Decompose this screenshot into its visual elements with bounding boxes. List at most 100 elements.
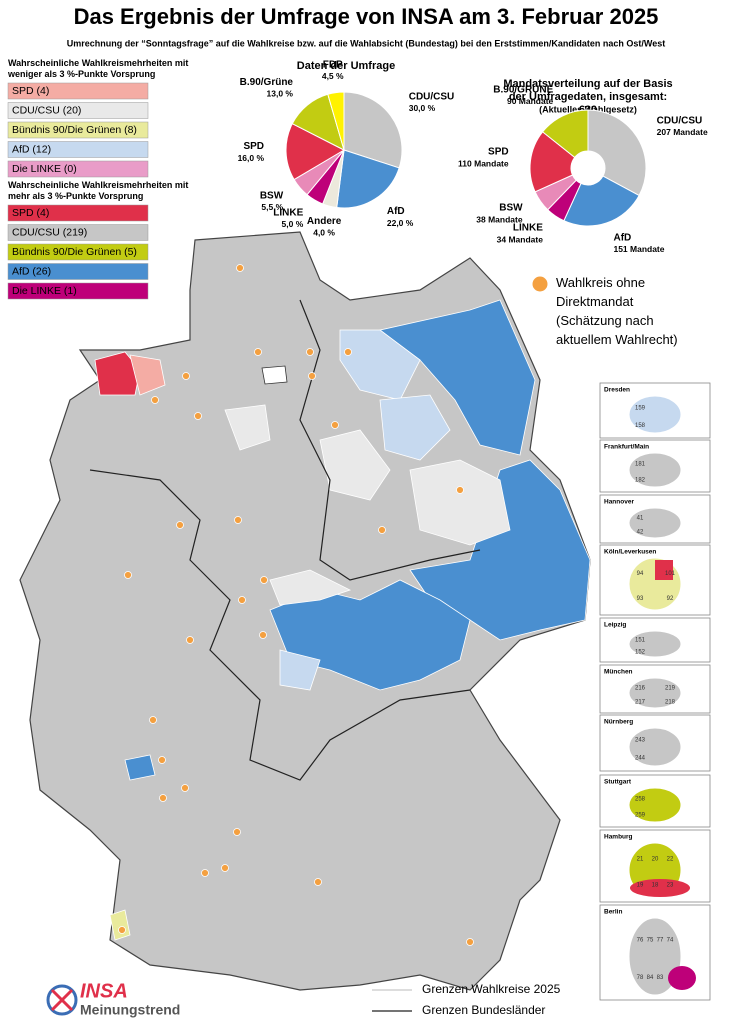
inset-label: 93 bbox=[637, 596, 644, 602]
inset-label: 92 bbox=[667, 596, 674, 602]
inset-label: 152 bbox=[635, 650, 646, 656]
slice-value: 38 Mandate bbox=[476, 214, 523, 224]
inset-title: Hamburg bbox=[604, 834, 633, 841]
cdu-weak-4 bbox=[224, 404, 271, 451]
slice-name: CDU/CSU bbox=[409, 92, 455, 103]
inset-label: 151 bbox=[635, 638, 646, 644]
marker bbox=[456, 486, 464, 494]
inset-label: 76 bbox=[637, 937, 644, 943]
afd-weak-2 bbox=[379, 394, 451, 461]
afd-south bbox=[124, 754, 156, 781]
marker bbox=[158, 756, 166, 764]
marker bbox=[308, 372, 316, 380]
inset-title: Dresden bbox=[604, 387, 630, 394]
inset-shape bbox=[628, 917, 682, 996]
inset-label: 42 bbox=[637, 530, 644, 536]
green-weak bbox=[109, 909, 131, 941]
inset-label: 217 bbox=[635, 700, 646, 706]
marker bbox=[466, 938, 474, 946]
cdu-weak-2 bbox=[409, 459, 511, 546]
marker bbox=[238, 596, 246, 604]
inset-title: Stuttgart bbox=[604, 779, 632, 786]
inset-label: 74 bbox=[667, 937, 674, 943]
legend-label: SPD (4) bbox=[12, 85, 49, 97]
legend-swatch bbox=[7, 224, 149, 241]
slice-name: SPD bbox=[243, 141, 264, 152]
inset-label: 78 bbox=[637, 975, 644, 981]
pie-slice bbox=[587, 109, 647, 197]
pie-slice bbox=[327, 91, 345, 151]
logo-icon bbox=[46, 984, 78, 1016]
marker bbox=[259, 631, 267, 639]
inset-title: Frankfurt/Main bbox=[604, 444, 649, 451]
marker bbox=[254, 348, 262, 356]
markers bbox=[118, 264, 474, 946]
slice-value: 90 Mandate bbox=[507, 96, 554, 106]
slice-name: SPD bbox=[488, 147, 509, 158]
inset-label: 41 bbox=[637, 516, 644, 522]
marker bbox=[151, 396, 159, 404]
slice-value: 5,0 % bbox=[282, 219, 304, 229]
marker bbox=[194, 412, 202, 420]
legend-swatch bbox=[7, 82, 149, 100]
marker bbox=[314, 878, 322, 886]
inset-title: Köln/Leverkusen bbox=[604, 549, 656, 556]
afd-middle bbox=[269, 579, 471, 691]
wrapped-text: Wahrscheinliche Wahlkreismehrheiten mit m… bbox=[8, 180, 188, 201]
inset-label: 84 bbox=[647, 975, 654, 981]
pie-slice bbox=[541, 109, 589, 159]
inset-label: 258 bbox=[635, 797, 646, 803]
slice-name: B.90/Grüne bbox=[240, 77, 294, 88]
slice-value: 22,0 % bbox=[387, 218, 414, 228]
marker bbox=[344, 348, 352, 356]
inset-shape bbox=[628, 452, 682, 488]
legend-swatch bbox=[7, 102, 149, 119]
legend-swatch bbox=[7, 160, 149, 178]
inset-label: 159 bbox=[635, 405, 646, 411]
subtitle: Umrechnung der “Sonntagsfrage” auf die W… bbox=[67, 38, 665, 48]
slice-value: 13,0 % bbox=[267, 89, 294, 99]
legend-swatch bbox=[7, 204, 149, 222]
marker bbox=[234, 516, 242, 524]
slice-value: 110 Mandate bbox=[458, 158, 509, 168]
inset-shape bbox=[655, 560, 673, 580]
slice-value: 4,0 % bbox=[313, 228, 335, 238]
inset-label: 219 bbox=[665, 686, 676, 692]
marker bbox=[236, 264, 244, 272]
marker bbox=[149, 716, 157, 724]
inset-label: 23 bbox=[667, 883, 674, 889]
wrapped-text: Mandatsverteilung auf der Basis der Umfra… bbox=[503, 78, 672, 116]
legend-swatch bbox=[7, 243, 149, 261]
state-border bbox=[299, 299, 481, 581]
spd-weak bbox=[129, 354, 166, 396]
footer-label: Grenzen Wahlkreise 2025 bbox=[422, 982, 561, 996]
slice-name: CDU/CSU bbox=[657, 116, 703, 127]
inset-title: Nürnberg bbox=[604, 719, 633, 726]
legend-label: Bündnis 90/Die Grünen (5) bbox=[12, 246, 137, 258]
legend-label: SPD (4) bbox=[12, 207, 49, 219]
inset-label: 243 bbox=[635, 738, 646, 744]
legend-swatch bbox=[7, 282, 149, 300]
slice-name: AfD bbox=[387, 206, 405, 217]
marker bbox=[233, 828, 241, 836]
footer-label: Grenzen Bundesländer bbox=[422, 1003, 545, 1017]
inset-shape bbox=[628, 727, 682, 767]
slice-name: BSW bbox=[260, 191, 284, 202]
legend-swatch bbox=[7, 121, 149, 139]
slice-name: Andere bbox=[307, 216, 342, 227]
marker bbox=[331, 421, 339, 429]
marker bbox=[186, 636, 194, 644]
marker bbox=[159, 794, 167, 802]
legend-label: Die LINKE (1) bbox=[12, 285, 77, 297]
footer: Grenzen Wahlkreise 2025 Grenzen Bundeslä… bbox=[46, 980, 561, 1018]
legend-label: Bündnis 90/Die Grünen (8) bbox=[12, 124, 137, 136]
inset-label: 77 bbox=[657, 937, 664, 943]
inset-label: 182 bbox=[635, 478, 646, 484]
inset-shape bbox=[628, 677, 682, 709]
slice-name: BSW bbox=[499, 203, 523, 214]
inset-label: 94 bbox=[637, 571, 644, 577]
cdu-weak-3 bbox=[269, 569, 352, 606]
inset-shape bbox=[628, 630, 682, 658]
